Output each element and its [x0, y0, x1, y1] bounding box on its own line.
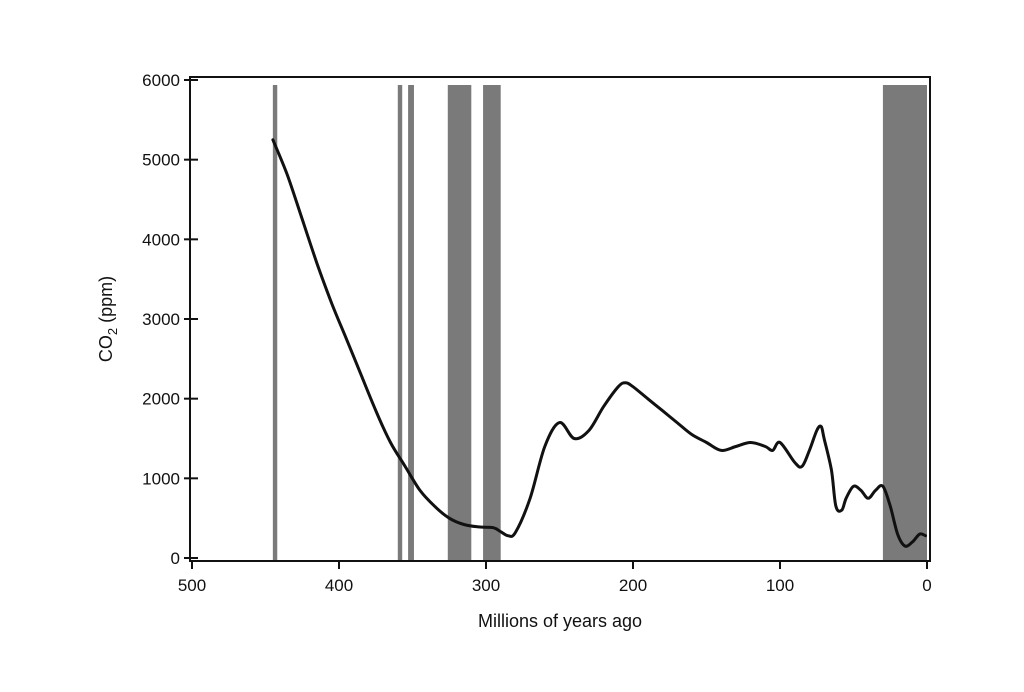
- x-tick-label: 500: [178, 576, 206, 595]
- x-axis-label: Millions of years ago: [478, 611, 642, 631]
- glaciation-band: [447, 85, 472, 561]
- y-axis-label: CO2 (ppm): [96, 276, 120, 362]
- y-tick-label: 1000: [142, 469, 180, 488]
- glaciation-band: [483, 85, 501, 561]
- glaciation-band: [272, 85, 278, 561]
- x-tick-label: 200: [619, 576, 647, 595]
- y-tick-label: 6000: [142, 71, 180, 90]
- plot-frame: [189, 76, 931, 562]
- y-tick-label: 0: [171, 549, 180, 568]
- glaciation-bands: [272, 85, 927, 561]
- y-tick-label: 5000: [142, 151, 180, 170]
- glaciation-band: [397, 85, 403, 561]
- glaciation-band: [882, 85, 927, 561]
- y-axis: 0 1000 2000 3000 4000 5000 6000: [142, 71, 198, 568]
- x-tick-label: 0: [922, 576, 931, 595]
- y-tick-label: 2000: [142, 390, 180, 409]
- co2-series-line: [271, 138, 927, 548]
- glaciation-band: [408, 85, 414, 561]
- x-axis: 500 400 300 200 100 0: [178, 561, 932, 595]
- y-tick-label: 4000: [142, 230, 180, 249]
- x-tick-label: 100: [766, 576, 794, 595]
- x-tick-label: 400: [325, 576, 353, 595]
- y-tick-label: 3000: [142, 310, 180, 329]
- x-tick-label: 300: [472, 576, 500, 595]
